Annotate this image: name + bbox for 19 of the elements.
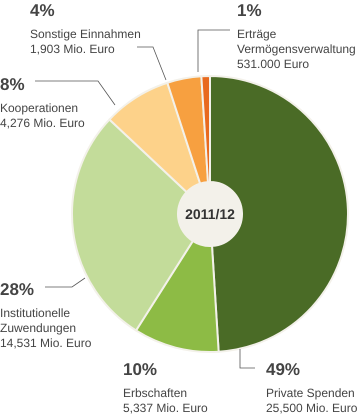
data-label: 49%	[266, 360, 300, 379]
text: 531.000 Euro	[237, 57, 310, 71]
slice-label: Kooperationen	[0, 101, 78, 115]
slice-label: Private Spenden	[266, 386, 355, 400]
text: 4,276 Mio. Euro	[0, 116, 86, 130]
data-label: 4%	[30, 1, 55, 20]
text: 14,531 Mio. Euro	[0, 336, 92, 350]
data-label: 1%	[237, 1, 262, 20]
slice-label: Erbschaften	[123, 386, 188, 400]
text: 5,337 Mio. Euro	[123, 401, 208, 414]
slice-label: Erträge Vermögensverwaltung	[237, 27, 356, 56]
slice-label: Institutionelle Zuwendungen	[0, 306, 76, 335]
text: 2011/12	[185, 206, 236, 222]
data-label: 10%	[123, 360, 158, 379]
text: 25,500 Mio. Euro	[266, 401, 358, 414]
slice-label: Sonstige Einnahmen	[30, 27, 141, 41]
data-label: 8%	[0, 75, 25, 94]
text: 1,903 Mio. Euro	[30, 42, 116, 56]
data-label: 28%	[0, 280, 34, 299]
